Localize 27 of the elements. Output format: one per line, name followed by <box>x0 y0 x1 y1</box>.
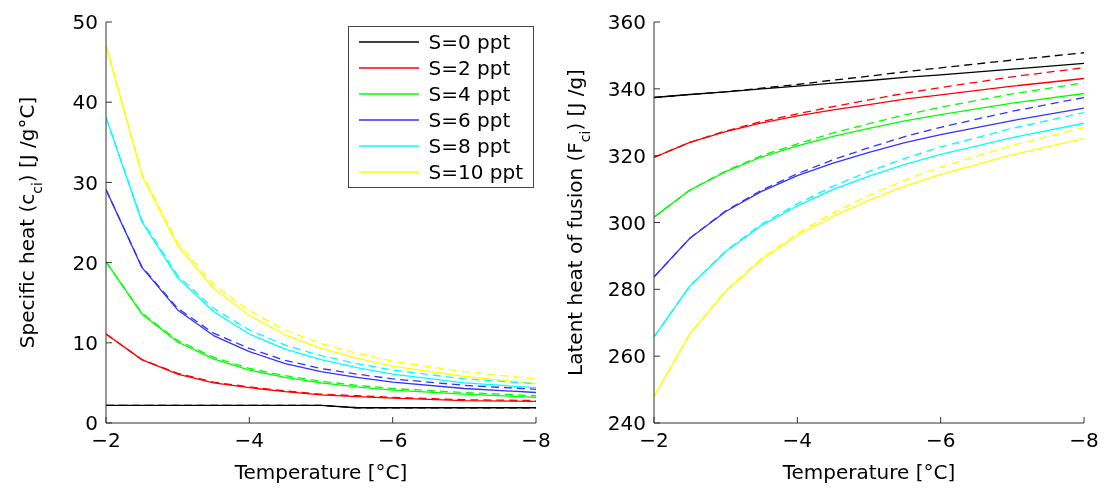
legend-label: S=6 ppt <box>428 107 511 133</box>
x-tick-label: −8 <box>521 428 551 453</box>
y-tick-label: 360 <box>607 10 646 35</box>
legend-label: S=8 ppt <box>428 133 511 159</box>
x-axis-title: Temperature [°C] <box>233 460 408 484</box>
x-tick-label: −4 <box>234 428 265 453</box>
x-tick-label: −8 <box>1069 428 1099 453</box>
legend-label: S=4 ppt <box>428 81 511 107</box>
x-axis-title: Temperature [°C] <box>781 460 956 484</box>
y-tick-label: 280 <box>607 277 646 302</box>
y-tick-label: 50 <box>72 10 98 35</box>
x-tick-label: −4 <box>782 428 813 453</box>
y-tick-label: 40 <box>72 90 98 115</box>
legend-label: S=2 ppt <box>428 55 511 81</box>
y-tick-label: 30 <box>72 170 98 195</box>
y-tick-label: 260 <box>607 344 646 369</box>
y-tick-label: 320 <box>607 143 646 168</box>
y-tick-label: 20 <box>72 250 98 275</box>
y-tick-label: 10 <box>72 330 98 355</box>
x-tick-label: −6 <box>925 428 956 453</box>
legend-label: S=10 ppt <box>428 159 523 185</box>
legend-label: S=0 ppt <box>428 29 511 55</box>
x-tick-label: −6 <box>377 428 408 453</box>
y-tick-label: 240 <box>607 411 646 436</box>
y-tick-label: 0 <box>85 411 98 436</box>
y-tick-label: 300 <box>607 210 646 235</box>
y-tick-label: 340 <box>607 76 646 101</box>
